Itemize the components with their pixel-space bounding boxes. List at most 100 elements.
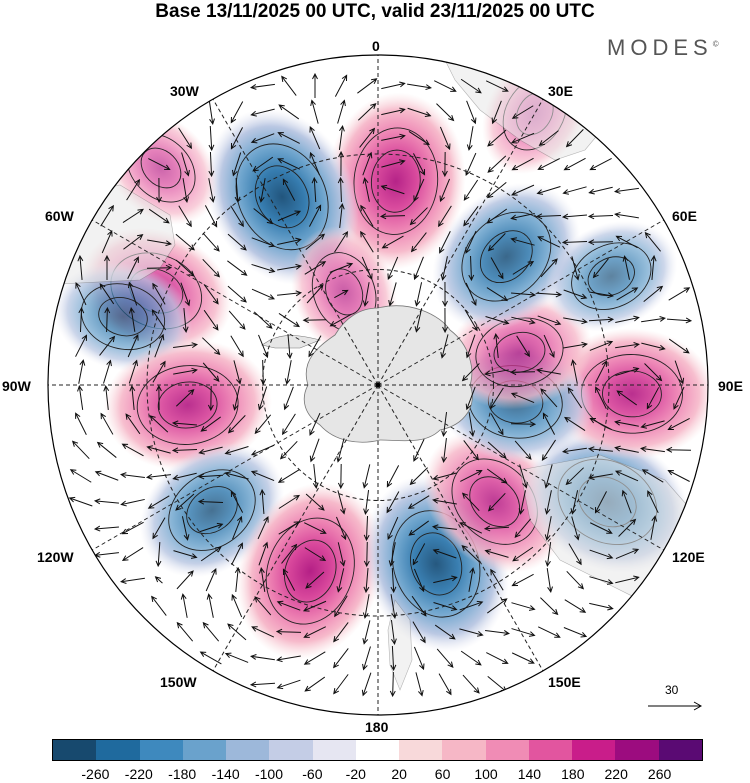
- wind-arrow: [253, 311, 273, 329]
- wind-arrow: [155, 541, 162, 568]
- colorbar-tick-label: -60: [302, 766, 323, 782]
- wind-arrow: [178, 127, 193, 150]
- wind-arrow: [310, 99, 319, 124]
- wind-arrow: [433, 575, 458, 584]
- wind-arrow: [540, 258, 558, 278]
- wind-arrow: [304, 676, 326, 692]
- wind-arrow: [128, 359, 139, 384]
- wind-arrow: [337, 176, 344, 203]
- wind-arrow: [121, 443, 144, 457]
- wind-arrow: [94, 470, 119, 481]
- wind-arrow: [587, 213, 614, 220]
- colorbar-swatch: [182, 740, 227, 760]
- south-pole-marker: [375, 382, 381, 388]
- wind-arrow: [302, 600, 327, 612]
- antarctic-peninsula: [261, 335, 321, 349]
- wind-arrow: [490, 257, 504, 280]
- wind-arrow: [511, 157, 534, 171]
- wind-arrow: [512, 261, 535, 275]
- wind-arrow: [357, 78, 378, 94]
- reference-vector: [648, 701, 703, 711]
- wind-arrow: [640, 420, 665, 429]
- wind-arrow: [460, 470, 483, 482]
- wind-arrow: [546, 568, 553, 593]
- wind-arrow: [594, 491, 607, 514]
- wind-arrow: [441, 412, 448, 438]
- wind-arrow: [641, 469, 664, 483]
- wind-arrow: [668, 338, 690, 354]
- wind-arrow: [309, 412, 321, 436]
- wind-arrow: [493, 332, 500, 358]
- wind-arrow: [415, 672, 424, 697]
- wind-arrow: [413, 256, 424, 281]
- wind-arrow: [175, 493, 195, 511]
- wind-arrow: [589, 549, 614, 560]
- wind-arrow: [333, 648, 349, 669]
- wind-arrow: [644, 363, 663, 382]
- anomaly-positive-158W: [236, 482, 384, 660]
- wind-arrow: [254, 414, 272, 435]
- contour-line: [451, 458, 538, 545]
- contour-line: [157, 381, 218, 429]
- wind-arrow: [459, 628, 484, 637]
- colorbar-swatch: [226, 740, 270, 760]
- wind-arrow: [257, 516, 269, 540]
- wind-arrow: [175, 233, 195, 251]
- wind-arrow: [595, 386, 607, 409]
- colorbar-tick-label: -20: [345, 766, 366, 782]
- meridian-line: [212, 384, 379, 672]
- wind-arrow: [230, 101, 244, 124]
- wind-arrow: [125, 413, 141, 435]
- wind-arrow: [149, 415, 169, 433]
- wind-arrow: [486, 652, 509, 664]
- colorbar-swatch: [658, 740, 702, 760]
- wind-arrow: [462, 674, 480, 694]
- wind-arrow: [338, 124, 345, 150]
- contour-line: [587, 256, 635, 297]
- wind-arrow: [251, 288, 276, 300]
- colorbar-tick-label: -260: [81, 766, 110, 782]
- contour-line: [168, 469, 256, 551]
- wind-arrow: [565, 467, 584, 486]
- colorbar-swatch: [485, 740, 529, 760]
- wind-arrow: [305, 493, 325, 511]
- wind-arrow: [151, 309, 167, 331]
- wind-arrow: [413, 646, 425, 671]
- wind-arrow: [563, 341, 588, 349]
- wind-arrow: [276, 600, 301, 611]
- wind-arrow: [388, 542, 396, 567]
- wind-arrow: [172, 472, 197, 481]
- wind-arrow: [386, 465, 400, 488]
- wind-arrow: [486, 287, 509, 302]
- wind-arrow: [460, 650, 482, 666]
- wind-arrow: [483, 525, 510, 532]
- wind-arrow: [564, 416, 586, 431]
- wind-arrow: [461, 545, 481, 563]
- wind-arrow: [198, 446, 223, 455]
- wind-arrow: [234, 177, 241, 204]
- wind-arrow: [433, 602, 458, 611]
- wind-arrow: [93, 525, 120, 532]
- wind-arrow: [362, 620, 371, 645]
- wind-arrow: [432, 497, 457, 505]
- wind-arrow: [202, 232, 220, 252]
- wind-arrow: [104, 254, 110, 281]
- wind-arrow: [379, 213, 406, 220]
- wind-arrow: [333, 674, 349, 695]
- wind-arrow: [589, 340, 614, 351]
- meridian-line: [377, 384, 544, 672]
- wind-arrow: [484, 369, 509, 377]
- wind-arrow: [227, 260, 248, 276]
- wind-arrow: [668, 287, 691, 301]
- wind-arrow: [329, 313, 352, 327]
- wind-arrow: [487, 492, 506, 512]
- wind-arrow: [465, 230, 477, 254]
- lon-label-30e: 30E: [548, 83, 573, 99]
- wind-arrow: [571, 256, 580, 281]
- wind-arrow: [650, 515, 658, 540]
- wind-arrow: [362, 282, 370, 307]
- colorbar-swatch: [572, 740, 616, 760]
- wind-arrow: [250, 654, 275, 661]
- wind-arrow: [283, 386, 294, 411]
